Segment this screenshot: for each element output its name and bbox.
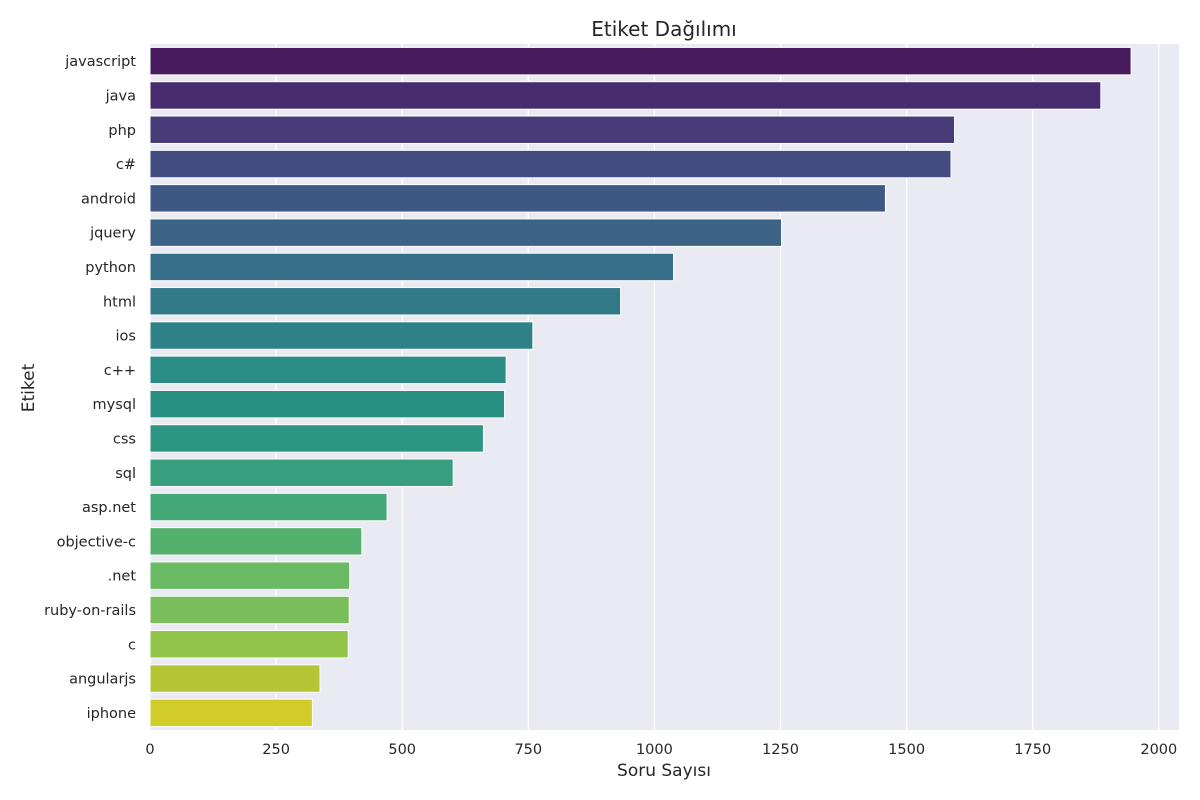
y-tick-label: mysql [93, 397, 137, 413]
y-tick-label: css [113, 431, 136, 447]
bar-angularjs [149, 664, 321, 693]
y-axis-label: Etiket [19, 363, 39, 412]
x-tick-label: 1000 [636, 742, 673, 758]
y-tick-label: c [128, 637, 136, 653]
bar-jquery [149, 218, 783, 247]
x-tick-label: 500 [388, 742, 416, 758]
y-tick-label: android [81, 191, 136, 207]
bar-asp-net [149, 492, 388, 522]
bar-php [149, 115, 956, 144]
y-tick-label: php [108, 123, 136, 139]
bar-javascript [149, 46, 1132, 76]
bar-css [149, 424, 484, 453]
x-tick-label: 250 [262, 742, 290, 758]
plot-background [150, 44, 1179, 730]
bar-c- [149, 149, 952, 179]
bar-objective-c [149, 527, 363, 556]
y-tick-label: ruby-on-rails [44, 603, 136, 619]
x-tick-label: 2000 [1140, 742, 1177, 758]
x-tick-label: 0 [145, 742, 154, 758]
y-tick-label: asp.net [82, 500, 136, 516]
y-tick-labels: javascript java php c# android jquery python ht… [44, 54, 136, 722]
x-tick-label: 1500 [888, 742, 925, 758]
bar--net [149, 561, 351, 590]
bars [149, 46, 1132, 728]
y-tick-label: c# [116, 157, 136, 173]
y-tick-label: java [105, 88, 136, 104]
y-tick-label: html [103, 294, 136, 310]
y-tick-label: sql [115, 466, 136, 482]
y-tick-label: jquery [89, 226, 136, 242]
y-tick-label: objective-c [57, 534, 136, 550]
x-tick-labels: 0 250 500 750 1000 1250 1500 1750 2000 [145, 742, 1177, 758]
y-tick-label: c++ [104, 363, 136, 379]
bar-c [149, 630, 349, 659]
bar-python [149, 252, 675, 282]
bar-mysql [149, 389, 506, 419]
x-axis-label: Soru Sayısı [617, 761, 711, 781]
y-tick-label: javascript [64, 54, 136, 70]
x-tick-label: 750 [514, 742, 542, 758]
bar-ios [149, 321, 534, 350]
y-tick-label: ios [116, 329, 136, 345]
bar-java [149, 81, 1102, 110]
bar-sql [149, 458, 454, 487]
x-tick-label: 1750 [1014, 742, 1051, 758]
bar-iphone [149, 698, 313, 728]
chart-title: Etiket Dağılımı [591, 17, 736, 41]
y-tick-label: .net [108, 569, 137, 585]
x-tick-label: 1250 [762, 742, 799, 758]
y-tick-label: python [85, 260, 136, 276]
bar-ruby-on-rails [149, 595, 350, 625]
y-tick-label: iphone [87, 706, 136, 722]
bar-html [149, 287, 622, 316]
y-tick-label: angularjs [69, 672, 136, 688]
bar-c- [149, 355, 507, 385]
bar-android [149, 184, 886, 213]
